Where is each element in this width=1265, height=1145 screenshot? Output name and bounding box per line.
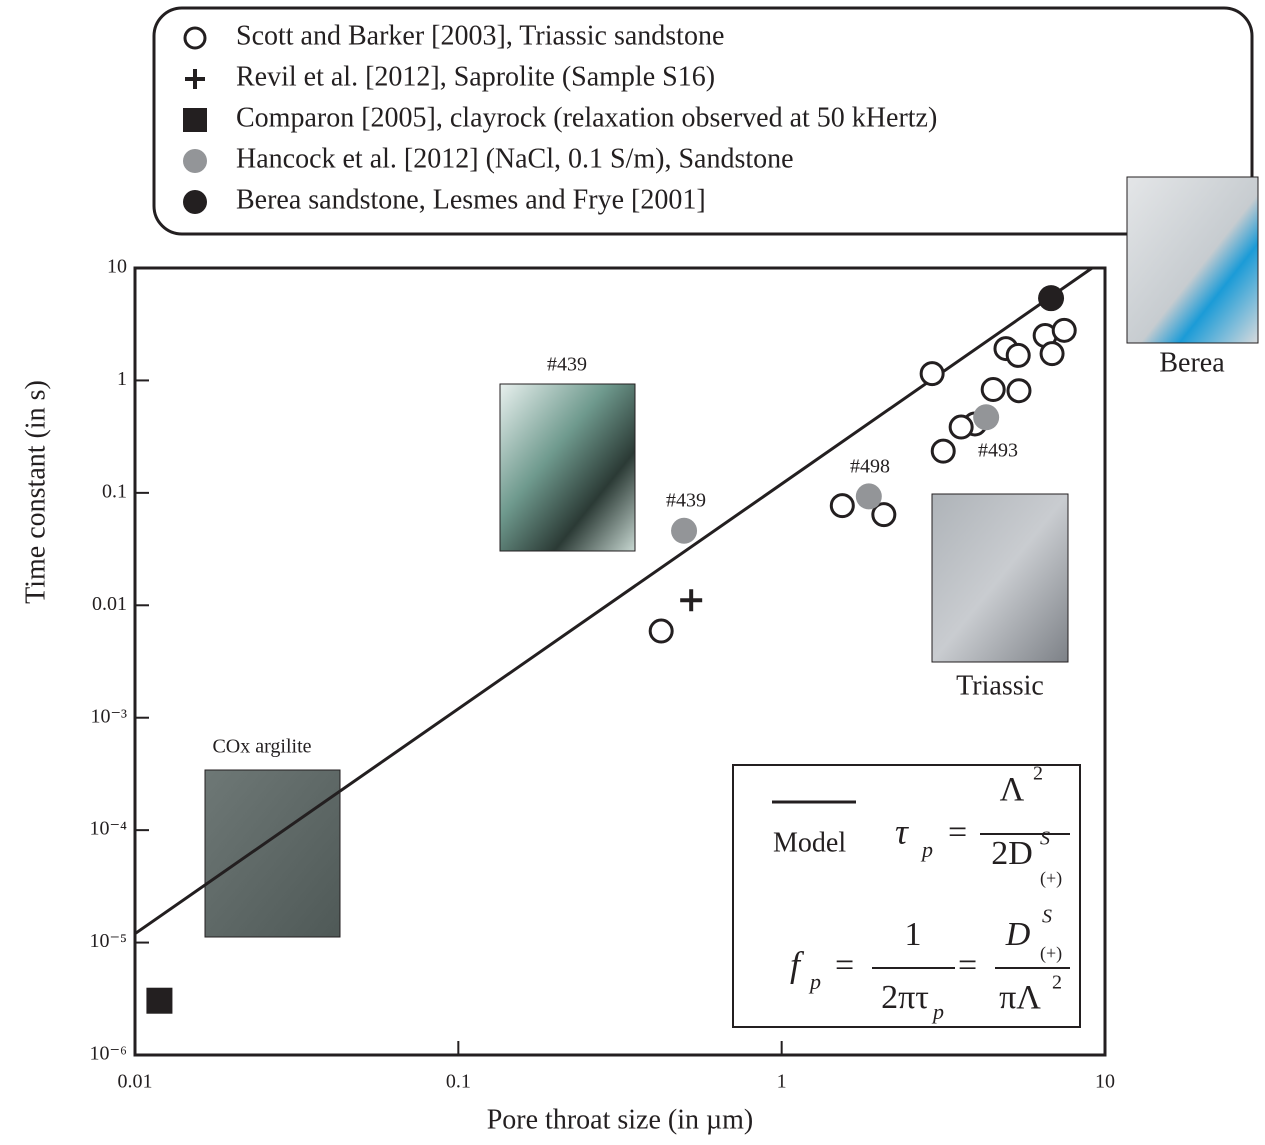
formula-2-part: 2 [1052,972,1062,994]
formula-2-part: (+) [1040,943,1062,964]
legend-label: Scott and Barker [2003], Triassic sandst… [236,20,724,51]
legend-label: Hancock et al. [2012] (NaCl, 0.1 S/m), S… [236,143,794,174]
x-tick-label: 10 [1095,1071,1115,1093]
point [1007,344,1029,366]
legend-label: Berea sandstone, Lesmes and Frye [2001] [236,184,706,215]
legend-marker [183,149,207,173]
y-tick-label: 10 [107,256,127,278]
annotation: Berea [1159,347,1225,378]
model-legend-label: Model [773,827,846,858]
y-tick-label: 10⁻⁶ [89,1043,127,1065]
y-tick-label: 10⁻⁵ [89,930,127,952]
y-axis-label: Time constant (in s) [20,380,51,604]
point [856,483,882,509]
annotation: #493 [978,440,1018,462]
formula-1-part: (+) [1040,868,1062,889]
formula-1-part: 2D [991,835,1033,872]
annotation: Triassic [956,670,1044,701]
formula-2-part: 1 [905,916,922,953]
y-tick-label: 1 [117,368,127,390]
y-tick-label: 10⁻⁴ [89,818,127,840]
point [982,379,1004,401]
legend-label: Comparon [2005], clayrock (relaxation ob… [236,102,937,133]
point [1038,285,1064,311]
x-axis-label: Pore throat size (in µm) [487,1104,754,1135]
legend-marker [183,190,207,214]
annotation: COx argilite [212,736,311,758]
annotation: #498 [850,456,890,478]
point [650,620,672,642]
point [1053,319,1075,341]
legend-marker [185,28,205,48]
point [1041,343,1063,365]
formula-2-part: p [931,999,944,1024]
point [671,518,697,544]
legend-label: Revil et al. [2012], Saprolite (Sample S… [236,61,715,92]
legend-marker [183,108,207,132]
point [950,416,972,438]
formula-1-part: Λ [1000,771,1025,808]
point [921,363,943,385]
micrograph-berea [1127,177,1258,343]
point [1008,380,1030,402]
micrograph-439 [500,384,635,551]
y-tick-label: 0.01 [92,593,127,615]
formula-2-part: 2πτ [881,979,929,1016]
formula-2-part: πΛ [999,979,1041,1016]
x-tick-label: 1 [777,1071,787,1093]
annotation: #439 [547,354,587,376]
point [146,988,172,1014]
point [680,589,702,611]
point [932,440,954,462]
point [831,495,853,517]
formula-1-part: = [948,814,967,851]
y-tick-label: 0.1 [102,480,127,502]
annotation: #439 [666,490,706,512]
formula-2-part: p [808,969,821,994]
chart: Pore throat size (in µm) Time constant (… [0,0,1265,1140]
x-tick-label: 0.01 [118,1071,153,1093]
formula-2-part: S [1042,906,1052,928]
micrograph-triassic [932,494,1068,662]
formula-1-part: τ [895,811,909,851]
y-tick-label: 10⁻³ [90,705,127,727]
formula-1-part: S [1040,828,1050,850]
micrograph-cox [205,770,340,937]
x-tick-label: 0.1 [446,1071,471,1093]
formula-2-part: D [1005,916,1031,953]
formula-1-part: 2 [1033,763,1043,785]
formula-2-part: = [835,947,854,984]
point [973,404,999,430]
formula-2-part: = [958,947,977,984]
formula-1-part: p [920,837,933,862]
